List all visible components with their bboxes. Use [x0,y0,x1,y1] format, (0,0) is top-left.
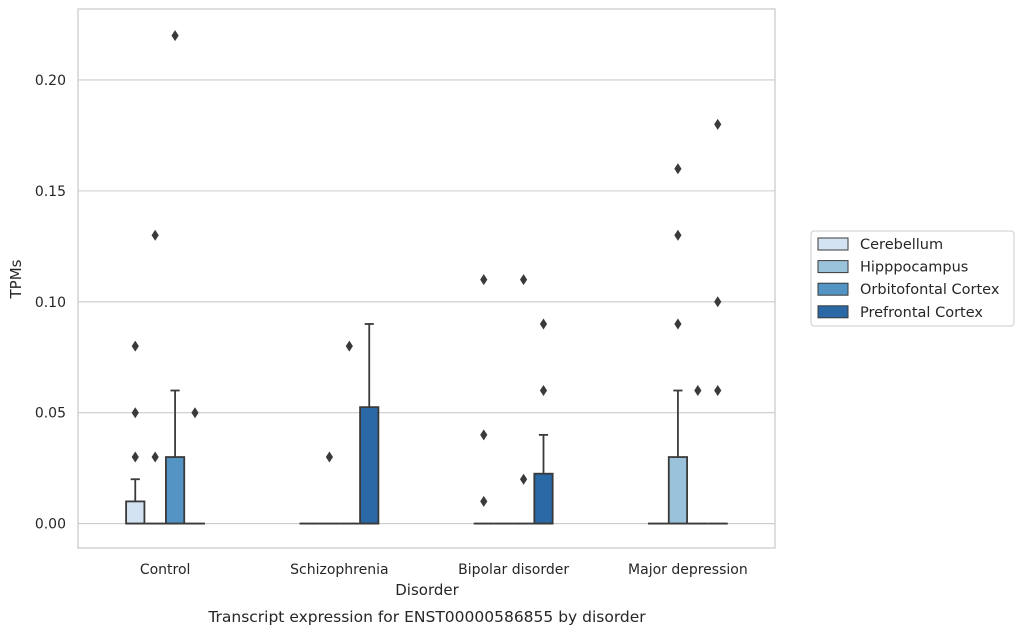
legend-label: Prefrontal Cortex [860,305,983,321]
box-group [707,118,728,525]
outlier-point [151,451,159,463]
legend-frame [810,230,1015,327]
y-tick-label: 0.15 [35,184,66,200]
box-group [533,318,554,525]
box [533,472,554,525]
x-tick-label: Bipolar disorder [458,562,569,578]
plot-frame [77,8,776,549]
y-axis-ticks: 0.00 0.05 0.10 0.15 0.20 [35,73,66,533]
x-tick-label: Major depression [628,562,748,578]
box-group [473,274,494,525]
y-tick-label: 0.20 [35,73,66,89]
outlier-point [325,451,334,463]
legend-swatch [817,305,849,319]
box [359,406,380,525]
box-group [125,340,146,525]
box-group [359,323,380,525]
figure-caption: Transcript expression for ENST0000058685… [207,608,646,626]
box [125,500,146,525]
box-group [339,340,360,525]
outlier-point [519,274,528,286]
box [165,456,186,525]
outlier-point [131,451,139,463]
outlier-point [345,340,353,352]
outlier-point [694,385,702,397]
legend-swatch [817,237,849,251]
outlier-point [539,385,548,397]
legend-items: Cerebellum Hipppocampus Orbitofontal Corte… [817,237,1000,321]
box-plot-marks [125,30,728,525]
outlier-point [131,340,139,352]
box-group [184,407,206,525]
x-axis-title: Disorder [395,581,459,599]
box-group [165,30,186,525]
legend-label: Orbitofontal Cortex [860,282,1000,298]
box-group [319,451,340,525]
outlier-point [131,407,139,419]
y-axis-title: TPMs [7,259,25,299]
outlier-point [519,473,528,485]
legend-swatch [817,260,849,274]
legend-label: Hipppocampus [860,260,968,276]
x-tick-label: Control [140,562,191,578]
legend: Cerebellum Hipppocampus Orbitofontal Corte… [810,230,1015,327]
outlier-point [714,385,722,397]
box [667,456,688,525]
outlier-point [151,229,159,241]
outlier-point [674,229,682,241]
x-axis-ticks: Control Schizophrenia Bipolar disorder Majo… [140,562,748,578]
box-group [145,229,166,525]
outlier-point [714,118,722,130]
outlier-point [539,318,548,330]
box-group [687,385,708,525]
outlier-point [674,318,682,330]
y-tick-label: 0.10 [35,295,66,311]
box-group [667,163,688,525]
outlier-point [171,30,179,42]
outlier-point [480,495,488,507]
legend-swatch [817,282,849,296]
outlier-point [480,274,488,286]
x-tick-label: Schizophrenia [290,562,388,578]
outlier-point [480,429,488,441]
outlier-point [674,163,682,175]
box-group [513,274,534,525]
legend-label: Cerebellum [860,237,943,253]
outlier-point [714,296,722,308]
outlier-point [191,407,199,419]
y-tick-label: 0.00 [35,517,66,533]
y-tick-label: 0.05 [35,406,66,422]
